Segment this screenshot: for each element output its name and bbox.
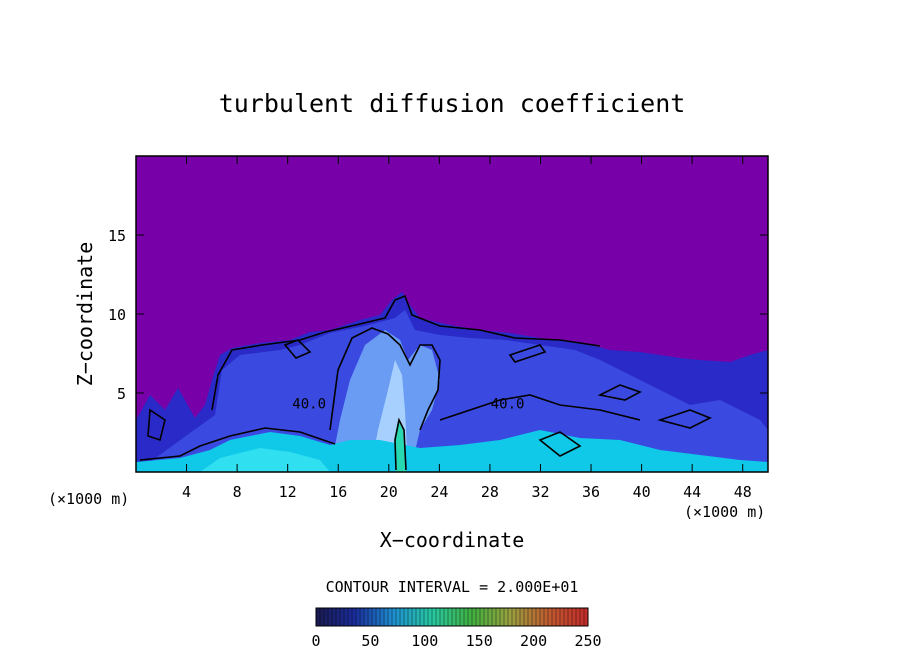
x-tick-label: 44	[683, 483, 701, 501]
colorbar-tick-label: 250	[574, 632, 601, 650]
contour-label: 40.0	[292, 396, 326, 412]
colorbar-tick-label: 200	[520, 632, 547, 650]
x-tick-label: 32	[531, 483, 549, 501]
contour-interval: CONTOUR INTERVAL = 2.000E+01	[326, 578, 579, 596]
x-tick-label: 20	[380, 483, 398, 501]
chart-title: turbulent diffusion coefficient	[219, 89, 686, 118]
colorbar-hatch	[319, 608, 585, 626]
y-tick-label: 5	[117, 385, 126, 403]
y-ticks: 5 10 15	[108, 227, 768, 403]
colorbar: 0 50 100 150 200 250	[311, 607, 602, 650]
plot-area: 40.0 40.0	[136, 156, 768, 472]
x-tick-label: 12	[279, 483, 297, 501]
colorbar-tick-label: 150	[466, 632, 493, 650]
x-ticks: 4 8 12 16 20 24 28 32 36 40 44 48	[182, 156, 752, 501]
x-tick-label: 40	[633, 483, 651, 501]
colorbar-tick-label: 50	[361, 632, 379, 650]
contour-labels: 40.0 40.0	[292, 396, 524, 412]
contour-label: 40.0	[491, 396, 525, 412]
y-axis-label: Z−coordinate	[73, 242, 97, 387]
surface-bright-band	[200, 448, 330, 472]
colorbar-tick-label: 100	[411, 632, 438, 650]
x-tick-label: 36	[582, 483, 600, 501]
x-unit-right: (×1000 m)	[684, 503, 765, 521]
y-tick-label: 10	[108, 306, 126, 324]
colorbar-ticks: 0 50 100 150 200 250	[311, 632, 601, 650]
x-tick-label: 8	[233, 483, 242, 501]
x-tick-label: 16	[329, 483, 347, 501]
colorbar-tick-label: 0	[311, 632, 320, 650]
colorbar-frame	[315, 607, 589, 627]
updraft-core	[330, 330, 440, 472]
contour-lines	[139, 294, 712, 471]
y-tick-label: 15	[108, 227, 126, 245]
x-unit-left: (×1000 m)	[48, 490, 129, 508]
x-tick-label: 4	[182, 483, 191, 501]
x-tick-label: 48	[734, 483, 752, 501]
x-tick-label: 28	[481, 483, 499, 501]
x-axis-label: X−coordinate	[380, 528, 525, 552]
x-tick-label: 24	[430, 483, 448, 501]
